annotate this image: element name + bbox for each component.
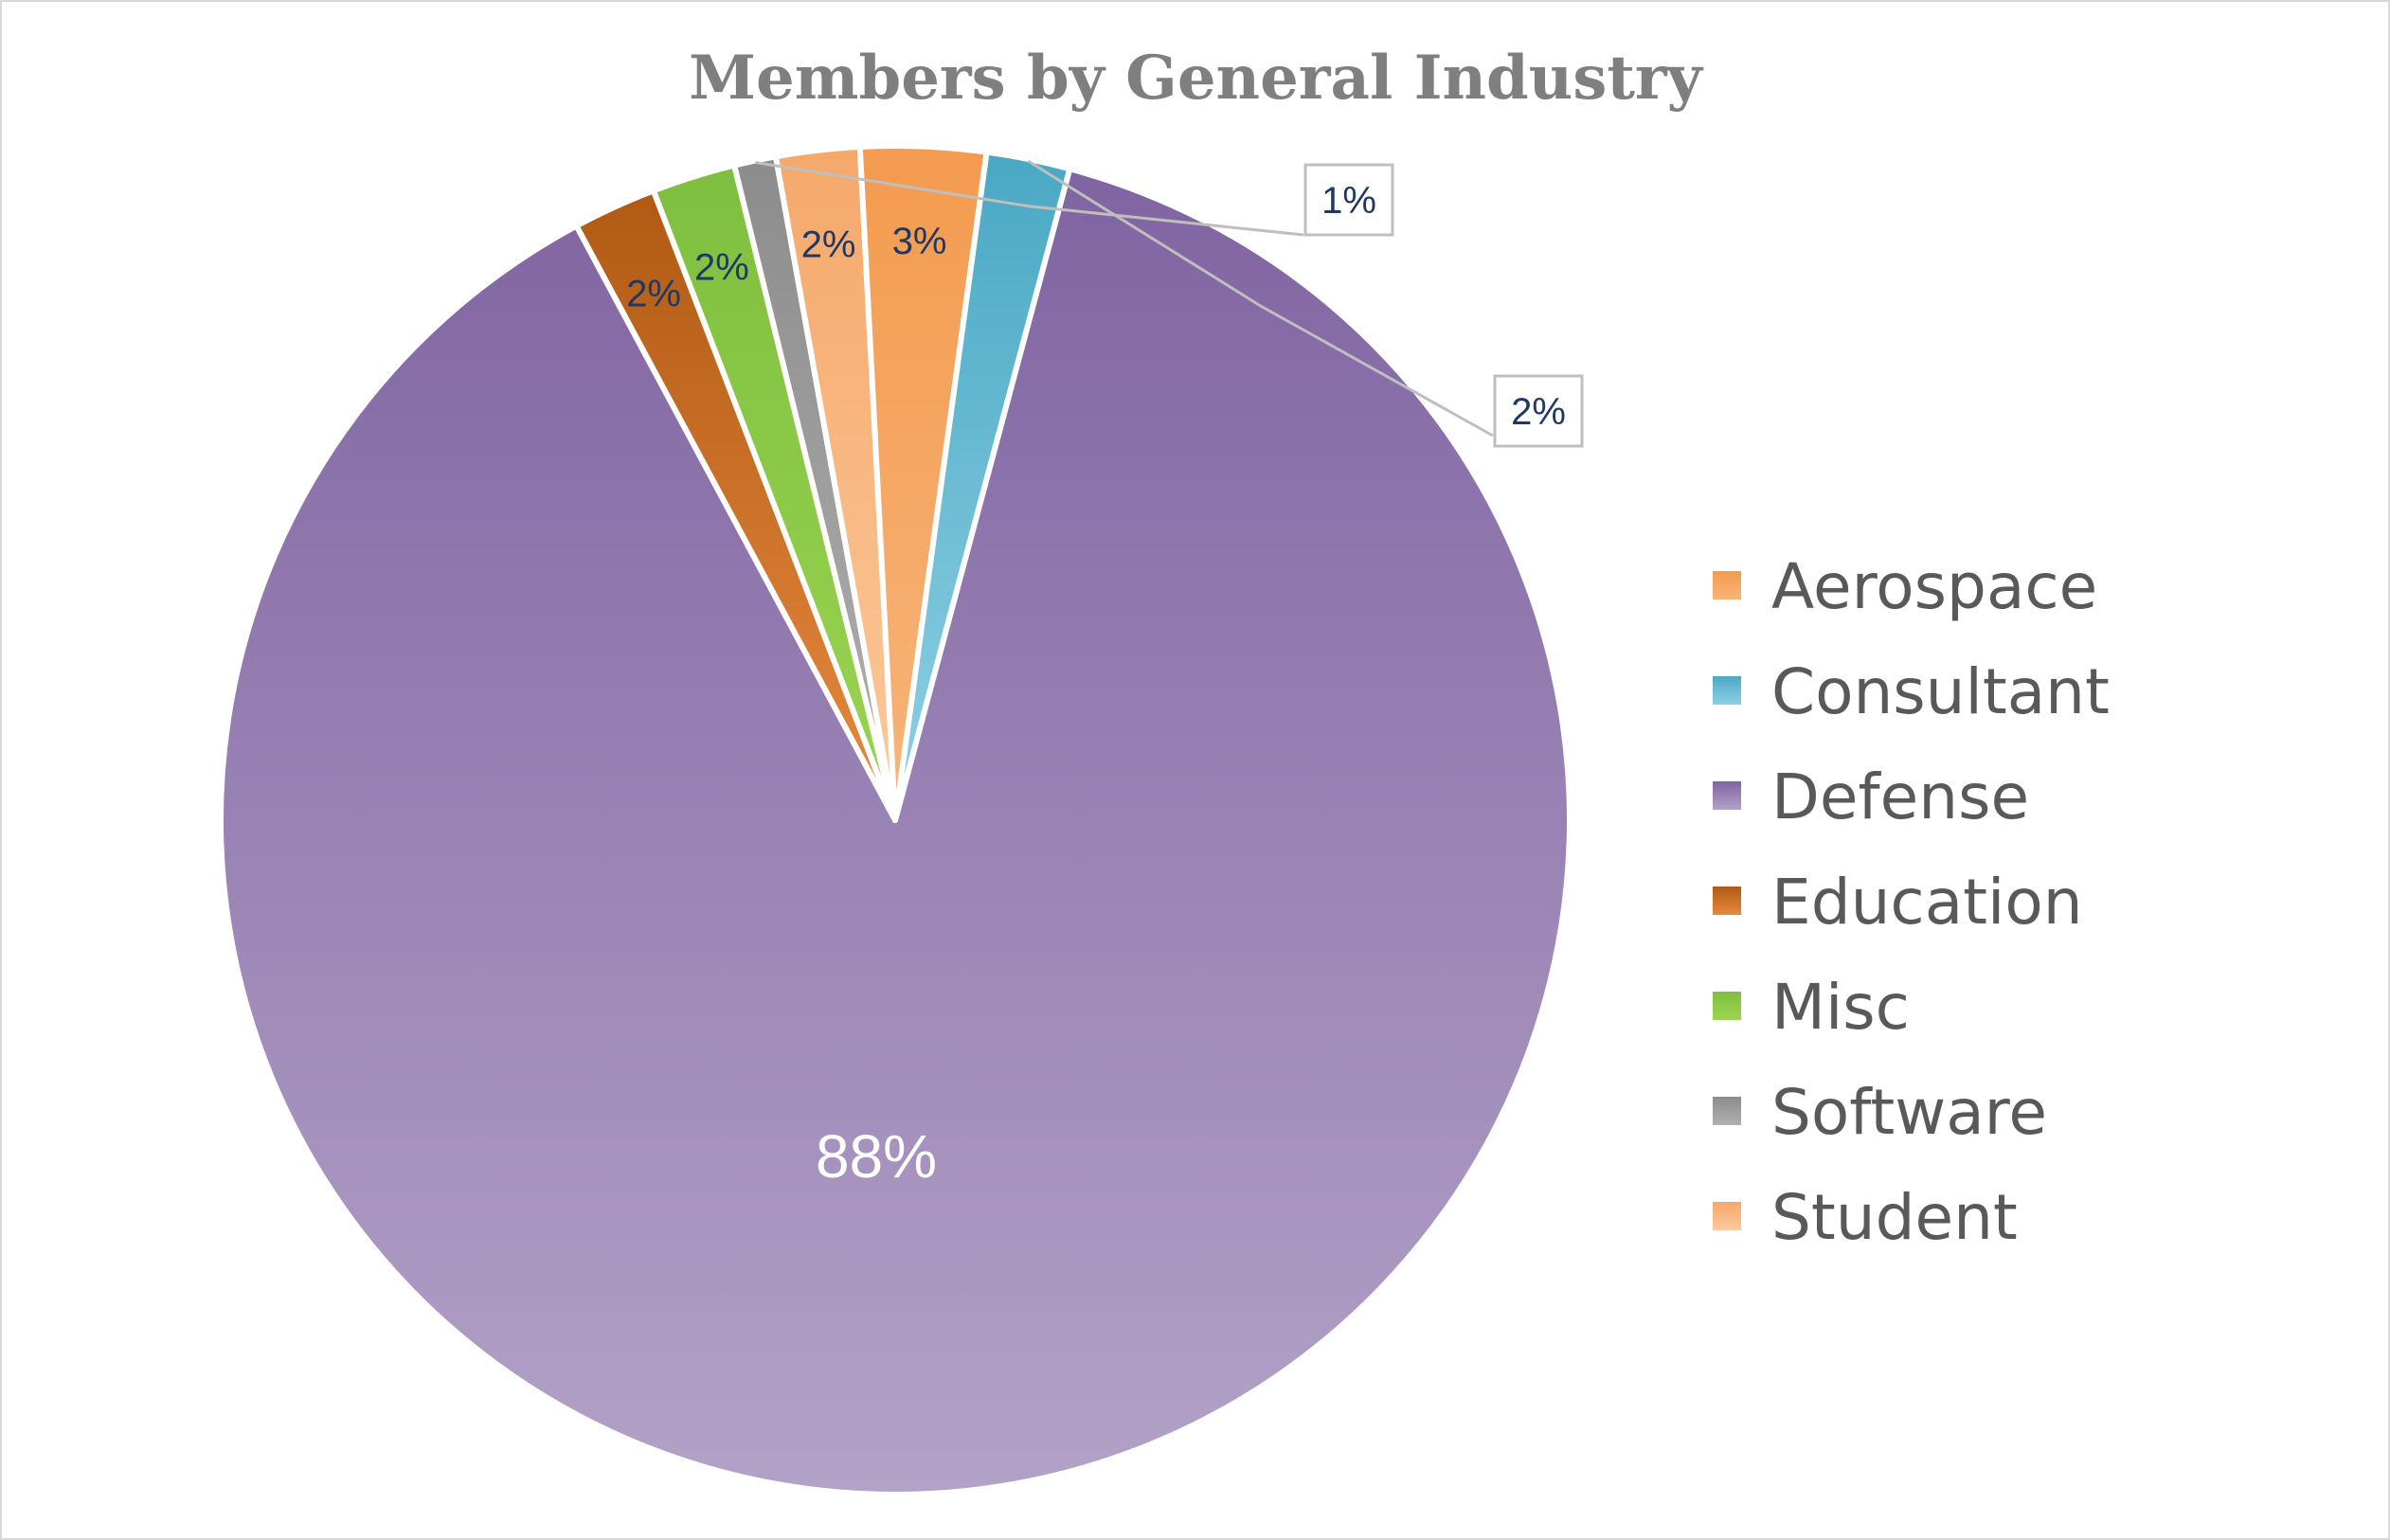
slice-label-misc: 2% <box>694 247 749 289</box>
legend-label-education: Education <box>1771 866 2083 939</box>
pie-slices <box>218 143 1572 1497</box>
callout-box-consultant <box>1493 374 1584 448</box>
legend-item-aerospace: Aerospace <box>1713 550 2097 623</box>
legend-swatch-software <box>1713 1097 1741 1125</box>
chart-title: Members by General Industry <box>689 43 1703 114</box>
legend-swatch-education <box>1713 886 1741 915</box>
legend-label-aerospace: Aerospace <box>1771 550 2097 623</box>
legend-swatch-misc <box>1713 992 1741 1020</box>
slice-label-student: 2% <box>801 224 856 266</box>
slice-label-consultant: 2% <box>1511 391 1566 433</box>
legend: Aerospace Consultant Defense Education Misc S… <box>1713 550 2110 1254</box>
slice-label-aerospace: 3% <box>892 221 947 262</box>
legend-label-software: Software <box>1771 1076 2047 1149</box>
legend-swatch-student <box>1713 1202 1741 1230</box>
legend-label-student: Student <box>1771 1181 2018 1254</box>
legend-label-consultant: Consultant <box>1771 655 2110 728</box>
slice-labels: 88% 2% 2% 1% 2% 3% 2% <box>626 180 1566 1191</box>
callout-line-consultant <box>1027 159 1494 438</box>
slice-label-defense: 88% <box>816 1122 937 1191</box>
legend-swatch-consultant <box>1713 676 1741 705</box>
legend-item-consultant: Consultant <box>1713 655 2110 728</box>
legend-item-misc: Misc <box>1713 971 1910 1044</box>
callout-line-software <box>755 161 1304 237</box>
pie-slice-consultant <box>892 149 1073 823</box>
callout-box-software <box>1303 163 1394 237</box>
callouts <box>755 159 1584 448</box>
legend-label-defense: Defense <box>1771 761 2029 833</box>
slice-label-software: 1% <box>1321 180 1376 222</box>
legend-item-software: Software <box>1713 1076 2047 1149</box>
legend-item-education: Education <box>1713 866 2083 939</box>
legend-item-student: Student <box>1713 1181 2018 1254</box>
legend-item-defense: Defense <box>1713 761 2029 833</box>
legend-label-misc: Misc <box>1771 971 1910 1044</box>
legend-swatch-aerospace <box>1713 571 1741 600</box>
legend-swatch-defense <box>1713 781 1741 810</box>
pie-slice-defense <box>218 166 1572 1497</box>
slice-label-education: 2% <box>626 273 681 314</box>
